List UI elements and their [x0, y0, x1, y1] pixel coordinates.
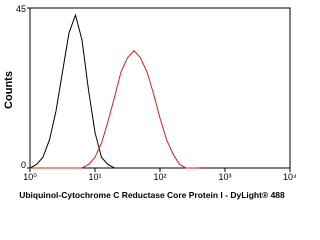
y-tick-label: 0: [21, 160, 26, 170]
x-tick-label: 10²: [153, 172, 166, 182]
x-tick-label: 10¹: [88, 172, 101, 182]
y-tick-label: 45: [16, 4, 26, 14]
series-line: [30, 49, 199, 169]
x-tick-label: 10⁴: [283, 172, 297, 182]
y-axis-label: Counts: [3, 71, 15, 109]
x-axis-label: Ubiquinol-Cytochrome C Reductase Core Pr…: [19, 190, 285, 200]
x-tick-label: 10³: [218, 172, 231, 182]
x-tick-label: 10⁰: [23, 172, 37, 182]
page: {"chart_data": {"type": "line", "xlabel"…: [3, 4, 297, 200]
series-line: [29, 13, 199, 169]
chart: Counts Ubiquinol-Cytochrome C Reductase …: [3, 4, 297, 200]
